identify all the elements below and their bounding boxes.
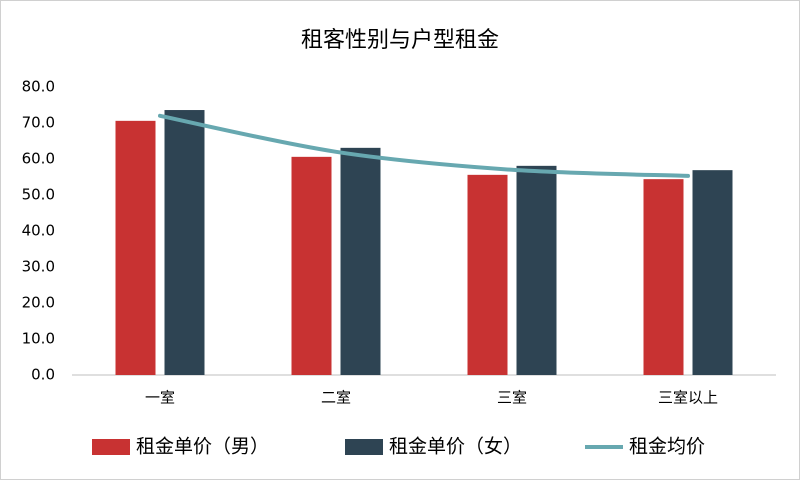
y-tick-label: 70.0 (22, 114, 55, 132)
x-tick-label: 一室 (145, 389, 175, 407)
legend-label: 租金均价 (629, 436, 705, 458)
line (158, 113, 690, 178)
chart-title: 租客性别与户型租金 (301, 28, 499, 53)
bar (115, 120, 156, 375)
x-tick-label: 二室 (321, 389, 351, 407)
bar (643, 179, 684, 375)
legend-swatch (345, 439, 383, 455)
y-tick-label: 10.0 (22, 330, 55, 348)
bar (164, 110, 205, 375)
x-tick-label: 三室以上 (658, 389, 718, 407)
bar (291, 156, 332, 375)
y-tick-label: 80.0 (22, 78, 55, 96)
legend-label: 租金单价（男） (136, 436, 269, 458)
y-tick-label: 30.0 (22, 258, 55, 276)
legend-label: 租金单价（女） (389, 436, 522, 458)
x-tick-label: 三室 (497, 389, 527, 407)
bar (692, 170, 733, 375)
legend-swatch (92, 439, 130, 455)
y-tick-label: 50.0 (22, 186, 55, 204)
bar (467, 174, 508, 375)
y-tick-label: 0.0 (31, 366, 55, 384)
y-tick-label: 40.0 (22, 222, 55, 240)
bar (340, 147, 381, 375)
y-tick-label: 20.0 (22, 294, 55, 312)
y-tick-label: 60.0 (22, 150, 55, 168)
bar (516, 165, 557, 375)
